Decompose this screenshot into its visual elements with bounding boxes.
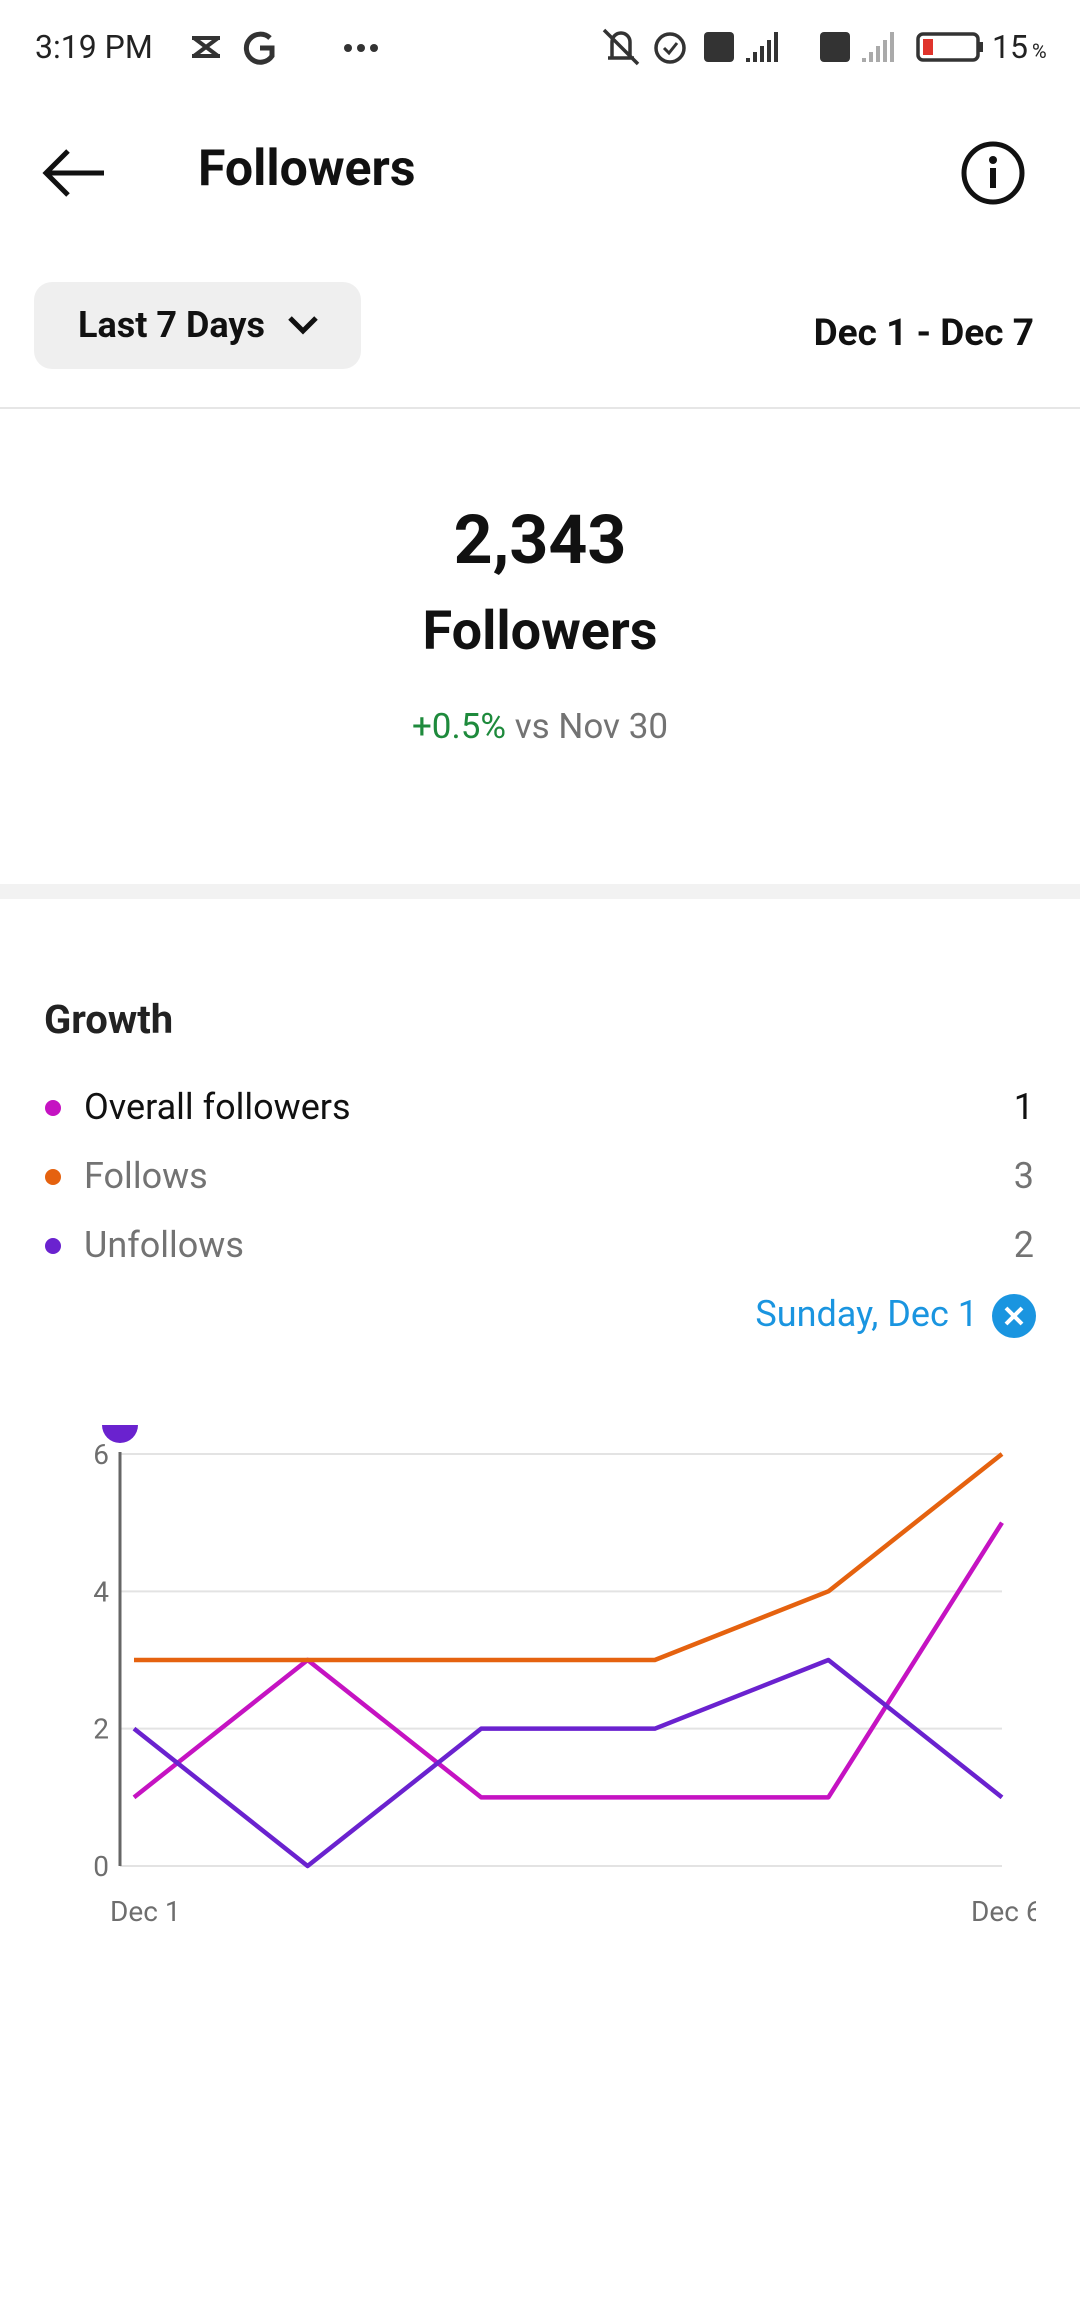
battery-unit: %	[1031, 39, 1047, 63]
growth-title: Growth	[44, 996, 174, 1043]
legend-total: 3	[1013, 1155, 1034, 1197]
follower-label: Followers	[422, 600, 658, 663]
change-value: +0.5%	[411, 706, 506, 747]
y-tick-label: 0	[93, 1850, 109, 1883]
x-tick-label: Dec 6	[971, 1895, 1042, 1928]
battery-value: 15	[992, 28, 1028, 66]
legend-dot	[45, 1238, 61, 1254]
selection-handle[interactable]	[102, 1425, 138, 1443]
status-time: 3:19 PM	[35, 28, 153, 66]
change-comparison: vs Nov 30	[514, 706, 669, 747]
date-range-dropdown[interactable]: Last 7 Days	[34, 282, 361, 369]
legend-dot	[45, 1169, 61, 1185]
y-tick-label: 2	[93, 1713, 109, 1746]
legend-dot	[45, 1100, 61, 1116]
info-button[interactable]	[960, 140, 1026, 206]
battery-level: 15%	[992, 28, 1047, 66]
clear-selection-button[interactable]	[991, 1293, 1037, 1339]
legend-label: Unfollows	[84, 1224, 244, 1266]
follower-count: 2,343	[453, 500, 627, 580]
series-line	[134, 1452, 1004, 1663]
section-separator	[0, 884, 1080, 899]
chevron-icon	[288, 316, 318, 335]
legend-label: Overall followers	[84, 1086, 351, 1128]
y-tick-label: 4	[93, 1575, 109, 1608]
x-tick-label: Dec 1	[110, 1895, 181, 1928]
selected-date: Sunday, Dec 1	[755, 1293, 978, 1335]
status-icons-right	[602, 28, 983, 66]
change-row: +0.5% vs Nov 30	[0, 706, 1080, 747]
legend-total: 2	[1013, 1224, 1034, 1266]
divider	[0, 407, 1080, 409]
series-line	[132, 1657, 1004, 1869]
y-tick-label: 6	[93, 1438, 109, 1471]
legend-total: 1	[1013, 1086, 1034, 1128]
series-line	[132, 1521, 1004, 1800]
legend-label: Follows	[84, 1155, 208, 1197]
growth-chart: 0 2 4 6 Dec 1 Dec 6	[93, 1425, 1042, 1928]
page-title: Followers	[198, 140, 416, 198]
back-button[interactable]	[40, 145, 110, 201]
status-icons-left	[192, 31, 378, 65]
date-range-text: Dec 1 - Dec 7	[813, 312, 1034, 355]
date-range-label: Last 7 Days	[78, 304, 265, 346]
